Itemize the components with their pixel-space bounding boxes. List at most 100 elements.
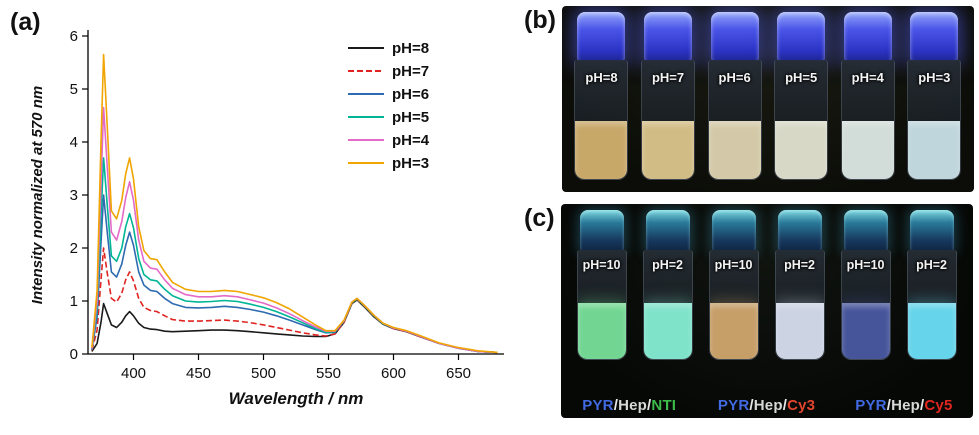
vial: pH=2 xyxy=(906,210,957,360)
vial-cap xyxy=(644,12,693,62)
vial-label: pH=7 xyxy=(651,70,685,85)
legend-label-pH=3: pH=3 xyxy=(392,155,429,172)
vial: pH=4 xyxy=(840,12,895,180)
vial-cap xyxy=(843,210,888,252)
vial-label: pH=10 xyxy=(582,258,621,272)
vial-cap xyxy=(777,12,826,62)
y-tick-label: 5 xyxy=(70,81,78,98)
vial-label: pH=2 xyxy=(916,258,948,272)
x-tick-label: 550 xyxy=(316,365,341,382)
caption-part: PYR xyxy=(717,396,750,414)
vial-body: pH=2 xyxy=(906,250,957,360)
vial-cap xyxy=(579,210,624,252)
caption-part: PYR xyxy=(855,396,887,414)
caption-part: Cy5 xyxy=(924,396,953,414)
caption-part: / xyxy=(613,396,619,414)
panel-a: (a) 0 1 2 3 4 5 6 400 450 500 550 600 650 Wavelength … xyxy=(4,2,520,432)
vial-liquid xyxy=(841,121,894,179)
vial-liquid xyxy=(643,303,692,359)
vial: pH=2 xyxy=(774,210,825,360)
vial-body: pH=8 xyxy=(574,60,629,180)
caption-part: / xyxy=(886,396,892,414)
vial: pH=10 xyxy=(840,210,891,360)
legend-label-pH=6: pH=6 xyxy=(392,86,429,103)
uv-photo-b: pH=8 pH=7 pH=6 pH=5 pH=4 pH=3 xyxy=(561,6,974,192)
vial-liquid xyxy=(709,303,758,359)
vial-row-c: pH=10 pH=2 pH=10 pH=2 pH=10 pH=2 xyxy=(561,204,973,392)
vial-liquid xyxy=(908,121,961,179)
vial-body: pH=4 xyxy=(840,60,895,180)
y-tick-label: 3 xyxy=(70,187,78,204)
caption-row: PYR/Hep/NTI PYR/Hep/Cy3 PYR/Hep/Cy5 xyxy=(561,392,973,418)
vial-body: pH=7 xyxy=(641,60,696,180)
caption-part: / xyxy=(782,396,788,414)
panel-c-label: (c) xyxy=(524,204,555,232)
vial-body: pH=5 xyxy=(774,60,829,180)
vial-liquid xyxy=(575,121,628,179)
vial-liquid xyxy=(775,303,824,359)
vial-cap xyxy=(577,12,626,62)
vial-cap xyxy=(777,210,822,252)
panel-b-label: (b) xyxy=(524,6,556,34)
vial-label: pH=8 xyxy=(585,70,618,85)
y-tick-label: 6 xyxy=(70,28,78,45)
legend-label-pH=8: pH=8 xyxy=(392,40,429,57)
vial: pH=6 xyxy=(707,12,762,180)
y-tick-label: 0 xyxy=(70,346,78,363)
vial: pH=10 xyxy=(708,210,759,360)
caption-part: / xyxy=(920,396,925,414)
vial-label: pH=2 xyxy=(784,258,816,272)
x-axis-title: Wavelength / nm xyxy=(229,389,364,408)
vial-liquid xyxy=(775,121,828,179)
vial-body: pH=3 xyxy=(907,60,962,180)
caption-part: / xyxy=(749,396,754,414)
series-line-pH=5 xyxy=(91,157,498,354)
vial-body: pH=6 xyxy=(707,60,762,180)
vial-label: pH=2 xyxy=(652,258,684,272)
sample-caption: PYR/Hep/NTI xyxy=(561,397,698,414)
vial-label: pH=4 xyxy=(851,70,884,85)
spectra-chart: 0 1 2 3 4 5 6 400 450 500 550 600 650 Wavelength / nm… xyxy=(29,28,504,408)
vial-label: pH=5 xyxy=(785,70,818,85)
vial: pH=3 xyxy=(907,12,962,180)
y-tick-label: 1 xyxy=(70,293,78,310)
vial-label: pH=10 xyxy=(846,258,885,272)
caption-part: PYR xyxy=(582,396,614,414)
series-line-pH=8 xyxy=(91,299,498,354)
y-axis-title: Intensity normalized at 570 nm xyxy=(29,86,46,304)
panel-b: (b) pH=8 pH=7 pH=6 pH=5 pH=4 pH=3 xyxy=(524,6,974,192)
x-tick-label: 650 xyxy=(446,365,471,382)
x-tick-label: 400 xyxy=(121,365,146,382)
vial-body: pH=2 xyxy=(774,250,825,360)
vial: pH=8 xyxy=(574,12,629,180)
caption-part: Hep xyxy=(891,396,921,414)
series-line-pH=4 xyxy=(91,106,498,354)
caption-part: Hep xyxy=(618,396,648,414)
panel-a-label: (a) xyxy=(10,8,41,36)
legend-label-pH=4: pH=4 xyxy=(392,132,430,149)
vial-liquid xyxy=(577,303,626,359)
vial-cap xyxy=(645,210,690,252)
x-tick-label: 500 xyxy=(251,365,276,382)
sample-caption: PYR/Hep/Cy5 xyxy=(835,397,972,414)
uv-photo-c: pH=10 pH=2 pH=10 pH=2 pH=10 pH=2 PYR/Hep/NTI P… xyxy=(560,204,973,418)
caption-part: Hep xyxy=(753,396,783,414)
legend-label-pH=7: pH=7 xyxy=(392,63,429,80)
vial-label: pH=10 xyxy=(714,258,753,272)
sample-caption: PYR/Hep/Cy3 xyxy=(698,397,835,414)
vial-body: pH=2 xyxy=(642,250,693,360)
vial-label: pH=3 xyxy=(918,70,951,85)
vial: pH=10 xyxy=(576,210,627,360)
vial-label: pH=6 xyxy=(718,70,751,85)
vial-cap xyxy=(710,12,759,62)
vial-body: pH=10 xyxy=(708,250,759,360)
vial-cap xyxy=(909,210,954,252)
vial: pH=2 xyxy=(642,210,693,360)
vial-cap xyxy=(711,210,756,252)
vial-cap xyxy=(910,12,959,62)
y-tick-label: 2 xyxy=(70,240,78,257)
vial-body: pH=10 xyxy=(840,250,891,360)
vial: pH=5 xyxy=(774,12,829,180)
x-tick-label: 600 xyxy=(381,365,406,382)
vial: pH=7 xyxy=(641,12,696,180)
